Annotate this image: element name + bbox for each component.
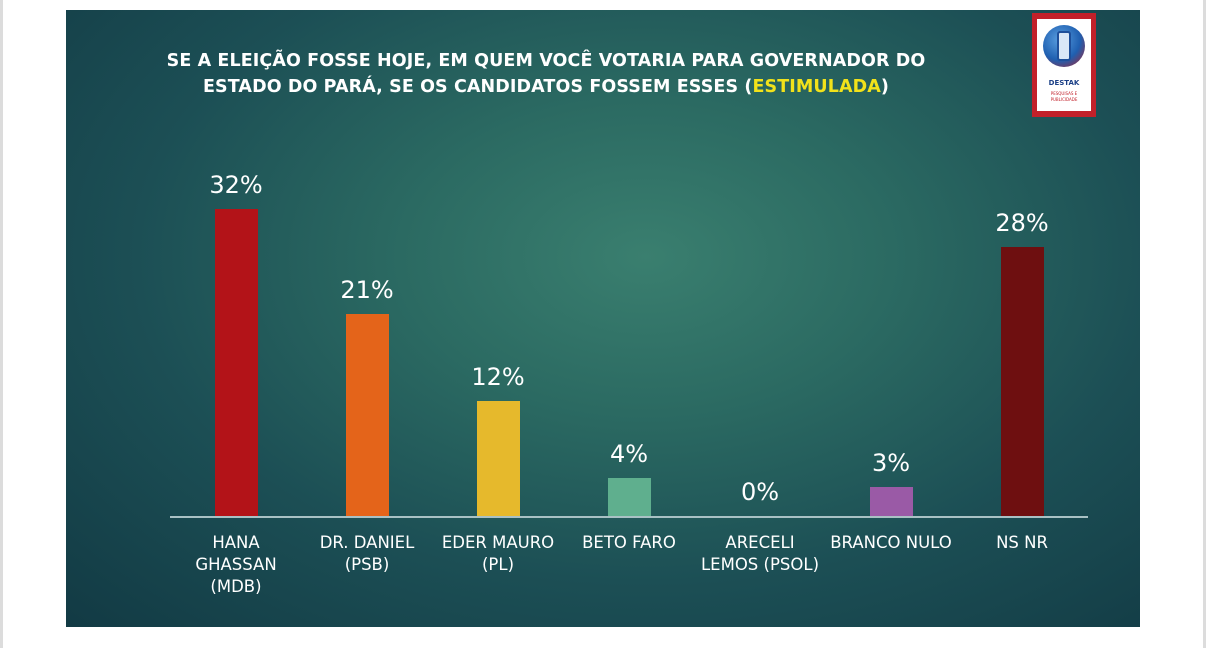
logo-panel: DESTAK PESQUISAS E PUBLICIDADE [1037, 19, 1091, 111]
data-label: 28% [995, 209, 1049, 237]
category-label-line: HANA [212, 533, 260, 552]
bar [607, 478, 651, 516]
data-label: 3% [871, 449, 911, 477]
data-label: 21% [340, 276, 394, 304]
page-border-left [0, 0, 3, 648]
category-label-line: BRANCO NULO [830, 533, 952, 552]
category-label-line: (MDB) [210, 577, 262, 596]
x-axis-baseline [170, 516, 1088, 518]
title-text: SE A ELEIÇÃO FOSSE HOJE, EM QUEM VOCÊ VO… [166, 51, 926, 97]
bar [345, 314, 389, 516]
category-label: ARECELI LEMOS (PSOL) [690, 532, 830, 576]
title-highlight: ESTIMULADA [752, 77, 881, 97]
data-label: 12% [471, 363, 525, 391]
category-label: BETO FARO [559, 532, 699, 554]
destak-logo: DESTAK PESQUISAS E PUBLICIDADE [1032, 13, 1096, 117]
chart-slide: SE A ELEIÇÃO FOSSE HOJE, EM QUEM VOCÊ VO… [66, 10, 1140, 627]
bar [476, 401, 520, 516]
logo-name: DESTAK [1048, 79, 1080, 87]
category-label-line: ARECELI [725, 533, 795, 552]
page-border-right [1203, 0, 1206, 648]
bar [214, 209, 258, 516]
category-label-line: GHASSAN [195, 555, 277, 574]
category-label-line: (PSB) [344, 555, 390, 574]
logo-tagline: PESQUISAS E PUBLICIDADE [1050, 91, 1078, 102]
data-label: 32% [209, 171, 263, 199]
category-label: DR. DANIEL (PSB) [297, 532, 437, 576]
category-label-line: EDER MAURO [441, 533, 555, 552]
category-label-line: (PL) [481, 555, 515, 574]
data-label: 4% [609, 440, 649, 468]
category-label: BRANCO NULO [821, 532, 961, 554]
category-label-line: DR. DANIEL [319, 533, 415, 552]
category-label-line: NS NR [996, 533, 1048, 552]
door-icon [1057, 31, 1071, 61]
chart-title: SE A ELEIÇÃO FOSSE HOJE, EM QUEM VOCÊ VO… [166, 48, 926, 100]
bar [869, 487, 913, 516]
category-label-line: LEMOS (PSOL) [700, 555, 820, 574]
title-close: ) [880, 77, 889, 97]
category-label: HANA GHASSAN (MDB) [166, 532, 306, 598]
data-label: 0% [740, 478, 780, 506]
bar [1000, 247, 1044, 516]
category-label-line: BETO FARO [582, 533, 676, 552]
category-label: EDER MAURO (PL) [428, 532, 568, 576]
category-label: NS NR [952, 532, 1092, 554]
